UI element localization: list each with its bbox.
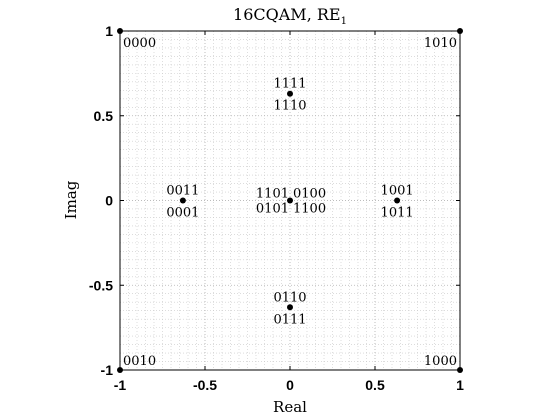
point-label: 1011 bbox=[381, 206, 414, 221]
x-axis-label: Real bbox=[273, 398, 307, 416]
point-label: 0101 bbox=[256, 202, 289, 217]
y-tick-label: 1 bbox=[105, 23, 113, 39]
title-subscript: 1 bbox=[341, 16, 347, 27]
x-tick-label: 0 bbox=[286, 377, 294, 393]
point-label: 0001 bbox=[166, 206, 199, 221]
point-label: 1001 bbox=[381, 184, 414, 199]
y-tick-label: -1 bbox=[101, 362, 114, 378]
y-axis-label: Imag bbox=[62, 180, 80, 219]
point-label: 0010 bbox=[123, 354, 156, 369]
chart-title: 16CQAM, RE1 bbox=[233, 5, 347, 27]
data-point bbox=[287, 197, 293, 204]
x-tick-label: 0.5 bbox=[365, 377, 385, 393]
point-label: 1010 bbox=[424, 36, 457, 51]
data-point bbox=[457, 367, 463, 373]
point-label: 1111 bbox=[273, 77, 306, 92]
point-label: 0111 bbox=[273, 312, 306, 327]
data-point bbox=[287, 304, 293, 311]
point-label: 1101 bbox=[256, 187, 289, 202]
data-point bbox=[457, 28, 463, 34]
point-label: 0100 bbox=[293, 187, 326, 202]
data-point bbox=[117, 28, 123, 34]
data-point bbox=[179, 197, 186, 204]
axis-ticks: -1 -0.5 0 0.5 1 -1 -0.5 0 0.5 1 bbox=[89, 23, 464, 393]
data-point bbox=[287, 90, 293, 97]
point-labels: 0000 1010 0010 1000 1111 1110 0110 0111 0011 0001… bbox=[123, 36, 457, 369]
point-label: 1110 bbox=[273, 99, 306, 114]
point-label: 0011 bbox=[166, 184, 199, 199]
y-tick-label: 0.5 bbox=[94, 108, 114, 124]
data-point bbox=[394, 197, 401, 204]
x-tick-label: -1 bbox=[114, 377, 127, 393]
data-point bbox=[117, 367, 123, 373]
point-label: 1100 bbox=[293, 202, 326, 217]
point-label: 0110 bbox=[273, 290, 306, 305]
major-grid bbox=[120, 31, 460, 370]
point-label: 1000 bbox=[424, 354, 457, 369]
data-points bbox=[117, 28, 463, 373]
y-tick-label: -0.5 bbox=[89, 277, 113, 293]
point-label: 0000 bbox=[123, 36, 156, 51]
x-tick-label: 1 bbox=[456, 377, 464, 393]
x-tick-label: -0.5 bbox=[193, 377, 217, 393]
y-tick-label: 0 bbox=[105, 193, 113, 209]
